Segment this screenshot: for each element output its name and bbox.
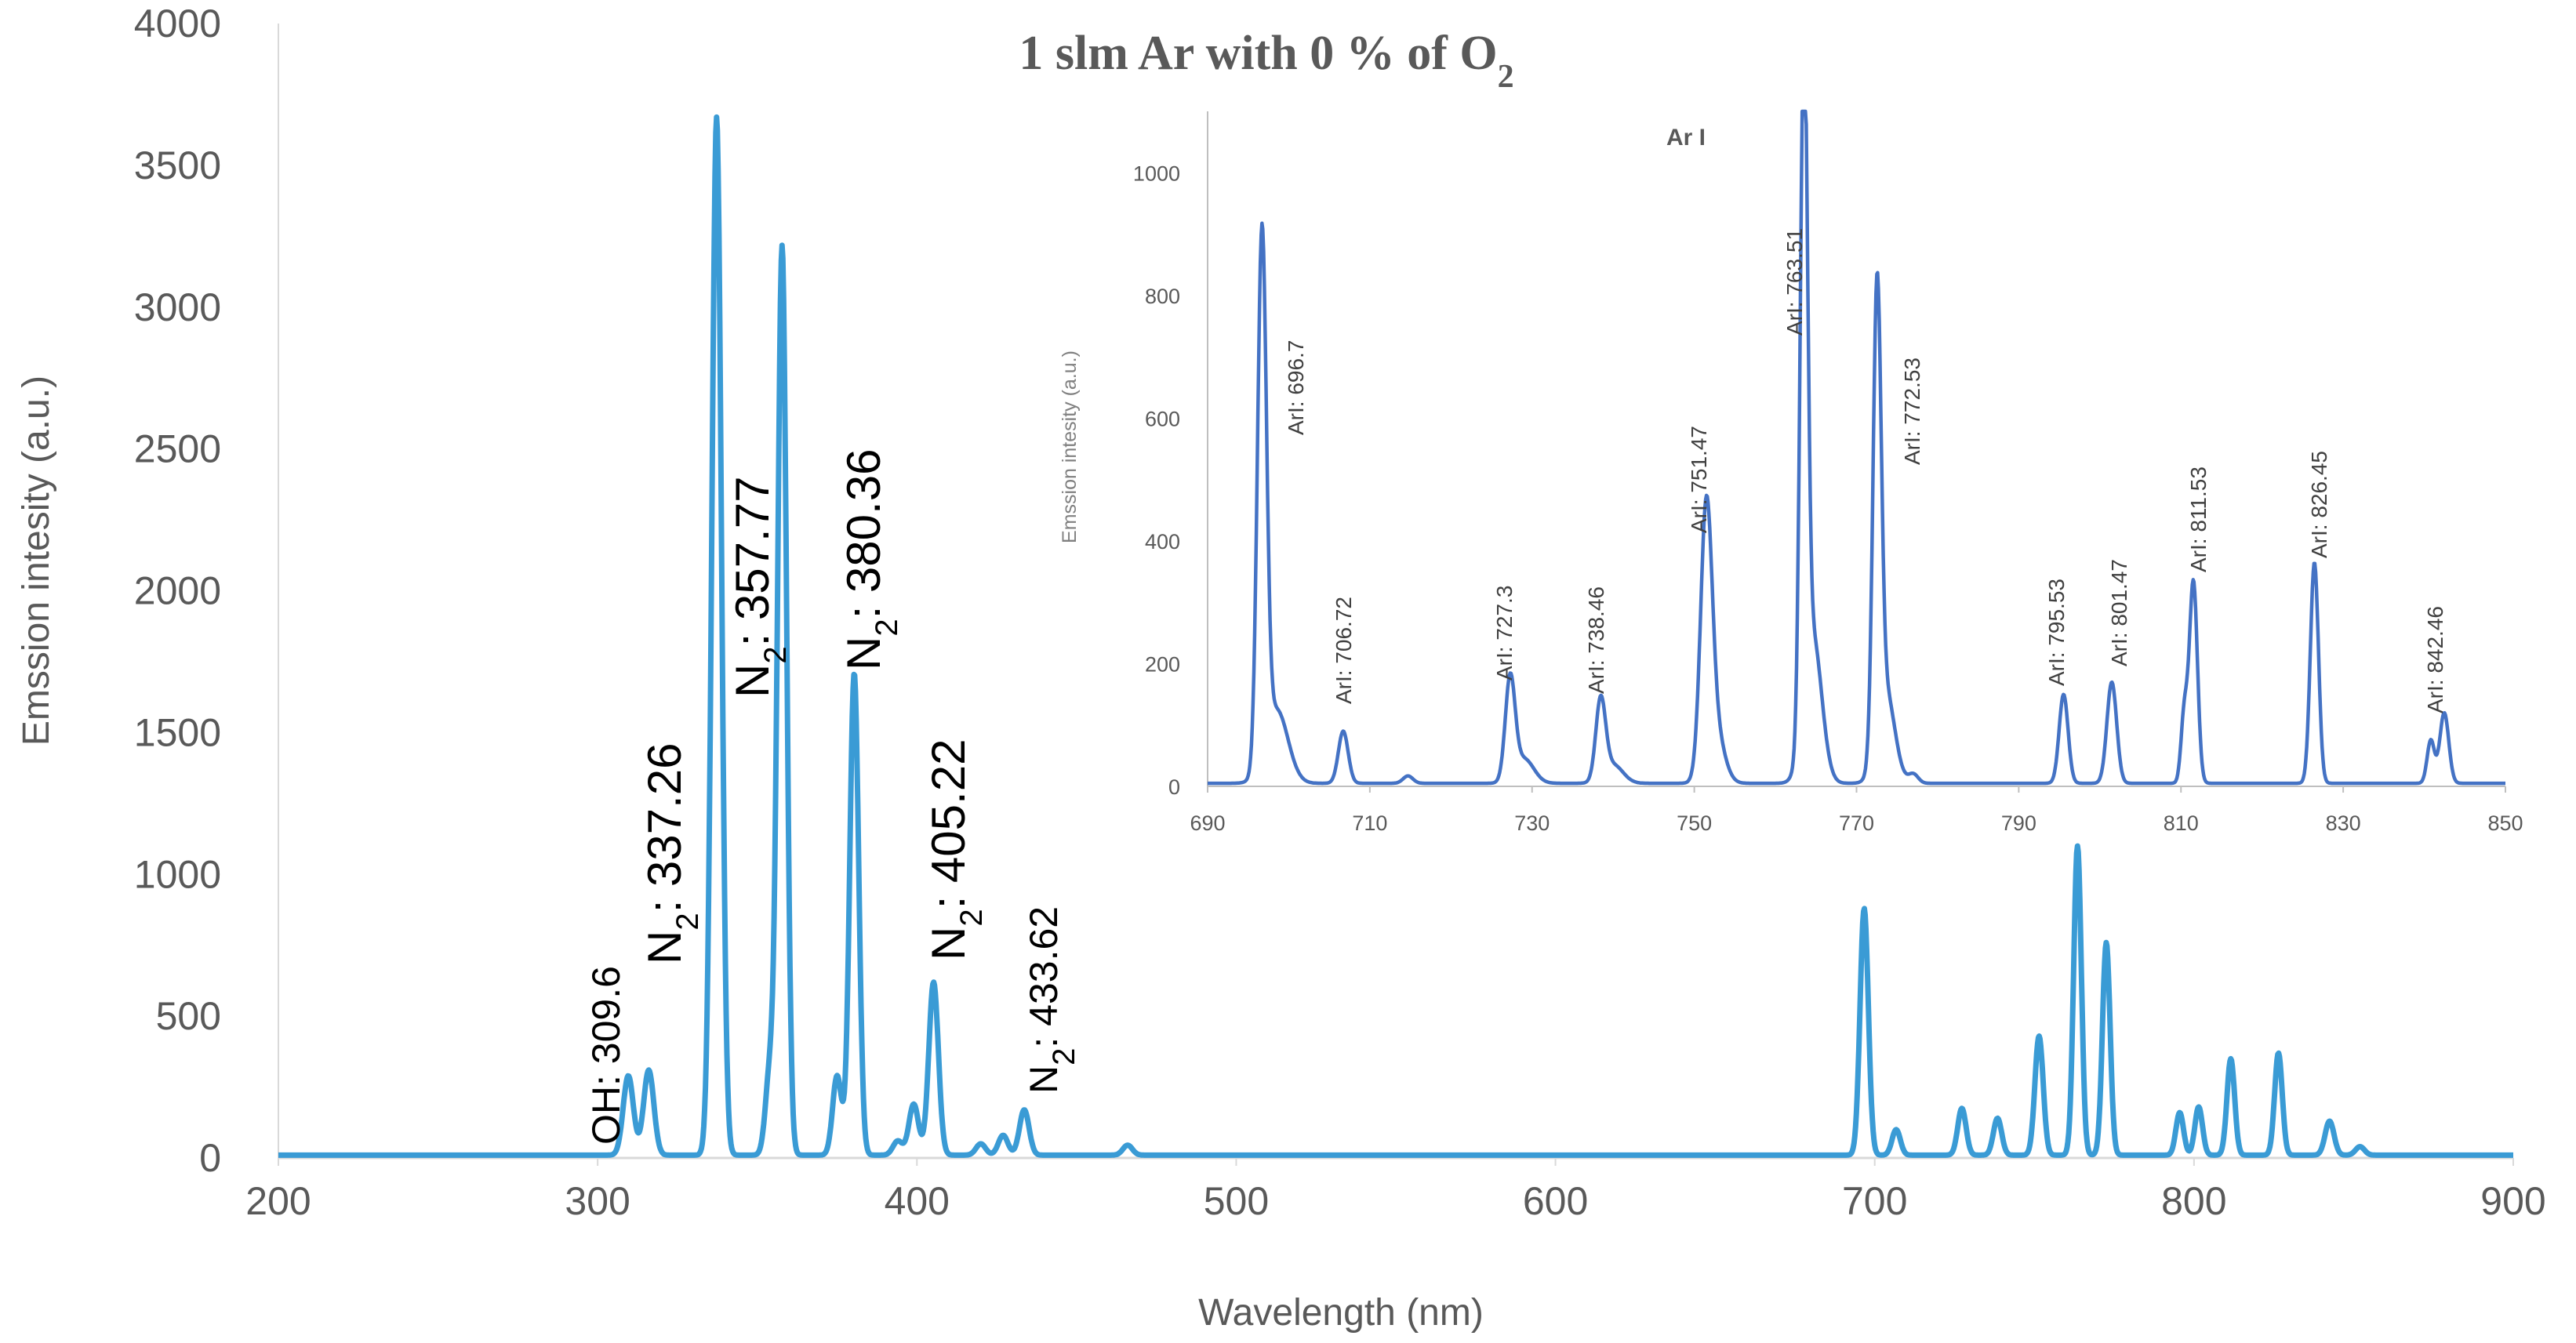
inset-title: Ar I <box>1666 125 1706 151</box>
peak-annotation-inset: ArI: 826.45 <box>2307 451 2331 558</box>
y-tick-label: 1000 <box>134 852 221 896</box>
peak-annotation-inset: ArI: 706.72 <box>1332 597 1356 704</box>
peak-annotation-rest: : 433.62 <box>1022 906 1066 1048</box>
x-tick-label: 800 <box>2161 1179 2226 1223</box>
main-spectrum-line <box>276 114 2516 1158</box>
inset-x-tick-label: 850 <box>2487 811 2523 835</box>
inset-y-tick-label: 400 <box>1145 530 1180 554</box>
inset-y-axis-title: Emssion intesity (a.u.) <box>1059 350 1081 543</box>
inset-x-tick-label: 790 <box>2001 811 2036 835</box>
x-tick-label: 300 <box>565 1179 630 1223</box>
inset-x-tick-label: 730 <box>1514 811 1550 835</box>
x-tick-label: 500 <box>1204 1179 1269 1223</box>
peak-annotation-main: OH: 309.6 <box>584 966 628 1145</box>
y-tick-label: 2000 <box>134 569 221 613</box>
peak-annotation-sub: 2 <box>954 909 989 926</box>
peak-annotation-main: N2: 405.22 <box>922 739 989 960</box>
y-tick-label: 4000 <box>134 2 221 45</box>
x-tick-label: 700 <box>1842 1179 1907 1223</box>
peak-annotation-sub: 2 <box>670 913 705 930</box>
peak-annotation-label: N <box>922 927 975 960</box>
inset-y-tick-label: 200 <box>1145 652 1180 676</box>
peak-annotation-main: N2: 337.26 <box>638 743 705 964</box>
y-tick-label: 2500 <box>134 427 221 471</box>
peak-annotation-main: N2: 380.36 <box>837 449 904 670</box>
y-tick-label: 500 <box>156 994 221 1038</box>
peak-annotation-inset: ArI: 772.53 <box>1900 358 1924 465</box>
x-tick-label: 200 <box>245 1179 311 1223</box>
peak-annotation-label: N <box>638 931 691 964</box>
inset-x-tick-label: 710 <box>1352 811 1387 835</box>
y-tick-label: 1500 <box>134 710 221 754</box>
peak-annotation-inset: ArI: 795.53 <box>2044 579 2069 686</box>
peak-annotation-inset: ArI: 801.47 <box>2107 559 2131 666</box>
x-tick-label: 900 <box>2480 1179 2545 1223</box>
inset-x-tick-label: 690 <box>1190 811 1225 835</box>
x-tick-label: 400 <box>885 1179 950 1223</box>
inset-y-tick-label: 600 <box>1145 407 1180 430</box>
peak-annotation-inset: ArI: 842.46 <box>2423 606 2447 713</box>
chart-title: 1 slm Ar with 0 % of O2 <box>1019 27 1513 95</box>
inset-x-tick-label: 770 <box>1839 811 1874 835</box>
peak-annotation-main: N2: 357.77 <box>726 477 793 698</box>
inset-y-tick-label: 1000 <box>1133 162 1180 185</box>
inset-spectrum-line <box>1206 109 2507 786</box>
peak-annotation-rest: : 357.77 <box>726 477 779 647</box>
peak-annotation-rest: : 337.26 <box>638 743 691 913</box>
x-tick-label: 600 <box>1523 1179 1588 1223</box>
inset-x-tick-label: 830 <box>2326 811 2361 835</box>
peak-annotation-label: N <box>837 637 890 670</box>
peak-annotation-label: OH: 309.6 <box>584 966 628 1145</box>
peak-annotation-rest: : 405.22 <box>922 739 975 909</box>
x-axis-title: Wavelength (nm) <box>1198 1292 1484 1334</box>
inset-y-tick-label: 0 <box>1168 775 1180 799</box>
chart-title-text: 1 slm Ar with 0 % of O <box>1019 27 1497 80</box>
peak-annotation-inset: ArI: 738.46 <box>1584 586 1608 694</box>
peak-annotation-label: N <box>1022 1065 1066 1094</box>
inset-y-tick-label: 800 <box>1145 285 1180 308</box>
peak-annotation-inset: ArI: 696.7 <box>1284 340 1308 435</box>
y-tick-label: 0 <box>199 1136 221 1180</box>
peak-annotation-sub: 2 <box>758 646 793 663</box>
y-axis-title: Emssion intesity (a.u.) <box>16 376 57 746</box>
inset-x-tick-label: 750 <box>1677 811 1712 835</box>
peak-annotation-sub: 2 <box>1047 1048 1081 1065</box>
inset-x-tick-label: 810 <box>2164 811 2199 835</box>
peak-annotation-inset: ArI: 763.51 <box>1782 228 1807 336</box>
peak-annotation-inset: ArI: 727.3 <box>1492 586 1517 681</box>
peak-annotation-sub: 2 <box>870 619 904 636</box>
y-tick-label: 3500 <box>134 143 221 187</box>
peak-annotation-label: N <box>726 664 779 698</box>
peak-annotation-rest: : 380.36 <box>837 449 890 619</box>
chart-title-subscript: 2 <box>1498 59 1514 95</box>
peak-annotation-inset: ArI: 751.47 <box>1687 426 1711 533</box>
y-tick-label: 3000 <box>134 285 221 329</box>
peak-annotation-inset: ArI: 811.53 <box>2186 466 2211 572</box>
peak-annotation-main: N2: 433.62 <box>1022 906 1081 1094</box>
